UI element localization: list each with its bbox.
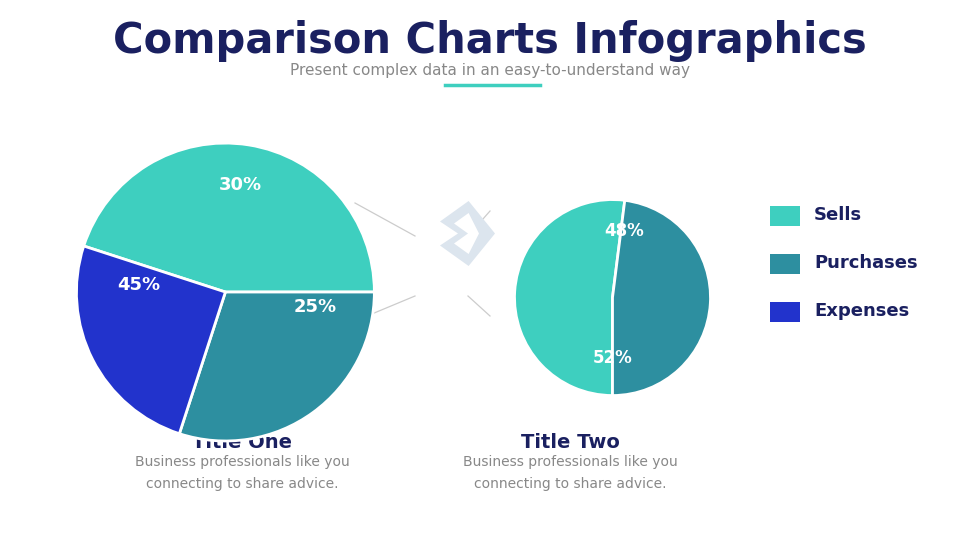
Wedge shape — [179, 292, 374, 441]
Polygon shape — [440, 201, 495, 266]
Wedge shape — [76, 246, 225, 434]
FancyBboxPatch shape — [770, 302, 800, 322]
Text: Comparison Charts Infographics: Comparison Charts Infographics — [113, 20, 867, 62]
Wedge shape — [83, 143, 374, 292]
FancyBboxPatch shape — [770, 254, 800, 274]
Wedge shape — [612, 201, 710, 396]
FancyBboxPatch shape — [770, 206, 800, 226]
Wedge shape — [514, 199, 625, 396]
Text: Business professionals like you
connecting to share advice.: Business professionals like you connecti… — [134, 455, 350, 491]
Text: Business professionals like you
connecting to share advice.: Business professionals like you connecti… — [463, 455, 677, 491]
Text: Title Two: Title Two — [520, 434, 619, 452]
Text: Title One: Title One — [192, 434, 292, 452]
Text: Purchases: Purchases — [814, 254, 917, 272]
Polygon shape — [454, 213, 479, 254]
Text: Sells: Sells — [814, 206, 862, 224]
Text: 25%: 25% — [293, 298, 336, 316]
Text: 48%: 48% — [605, 222, 644, 240]
Text: 52%: 52% — [593, 349, 632, 368]
Text: 45%: 45% — [118, 276, 161, 294]
Text: Expenses: Expenses — [814, 302, 909, 320]
Text: 30%: 30% — [219, 176, 262, 194]
Text: Present complex data in an easy-to-understand way: Present complex data in an easy-to-under… — [290, 63, 690, 78]
